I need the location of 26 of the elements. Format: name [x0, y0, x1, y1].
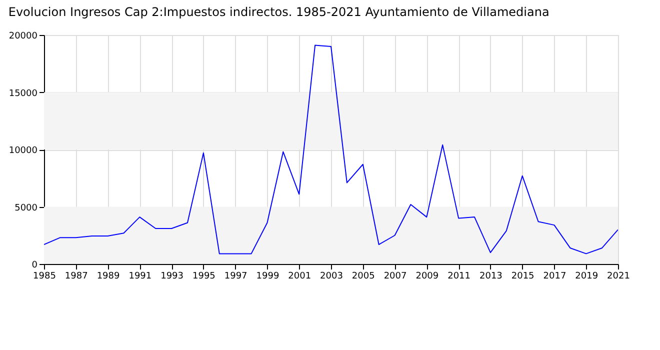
x-tick-label: 2007 [384, 272, 407, 282]
x-tick-label: 2013 [479, 272, 502, 282]
x-tick-label: 1987 [64, 272, 88, 282]
x-tick-label: 1985 [33, 272, 56, 282]
x-tick-label: 2017 [543, 272, 566, 282]
x-tick-label: 2009 [416, 272, 439, 282]
x-tick-label: 2005 [352, 272, 375, 282]
x-tick-label: 1991 [128, 272, 152, 282]
x-tick-label: 2011 [448, 272, 471, 282]
x-tick-label: 1997 [224, 272, 248, 282]
chart-title: Evolucion Ingresos Cap 2:Impuestos indirectos. 1985-2021 Ayuntamiento de Villamediana [8, 5, 550, 19]
y-tick-label: 15000 [8, 88, 38, 99]
x-tick-label: 2019 [575, 272, 598, 282]
y-tick-label: 10000 [8, 146, 38, 156]
y-tick-label: 5000 [14, 203, 38, 214]
y-tick-label: 20000 [8, 32, 38, 42]
x-tick-label: 1999 [256, 272, 280, 282]
x-tick-label: 1989 [96, 272, 120, 282]
x-tick-label: 2015 [511, 272, 534, 282]
x-tick-label: 2003 [320, 272, 343, 282]
x-tick-label: 2021 [607, 272, 630, 282]
line-series [44, 44, 618, 254]
x-tick-label: 2001 [288, 272, 312, 282]
y-tick-label: 0 [32, 260, 38, 270]
x-tick-label: 1995 [192, 272, 216, 282]
x-tick-label: 1993 [160, 272, 184, 282]
